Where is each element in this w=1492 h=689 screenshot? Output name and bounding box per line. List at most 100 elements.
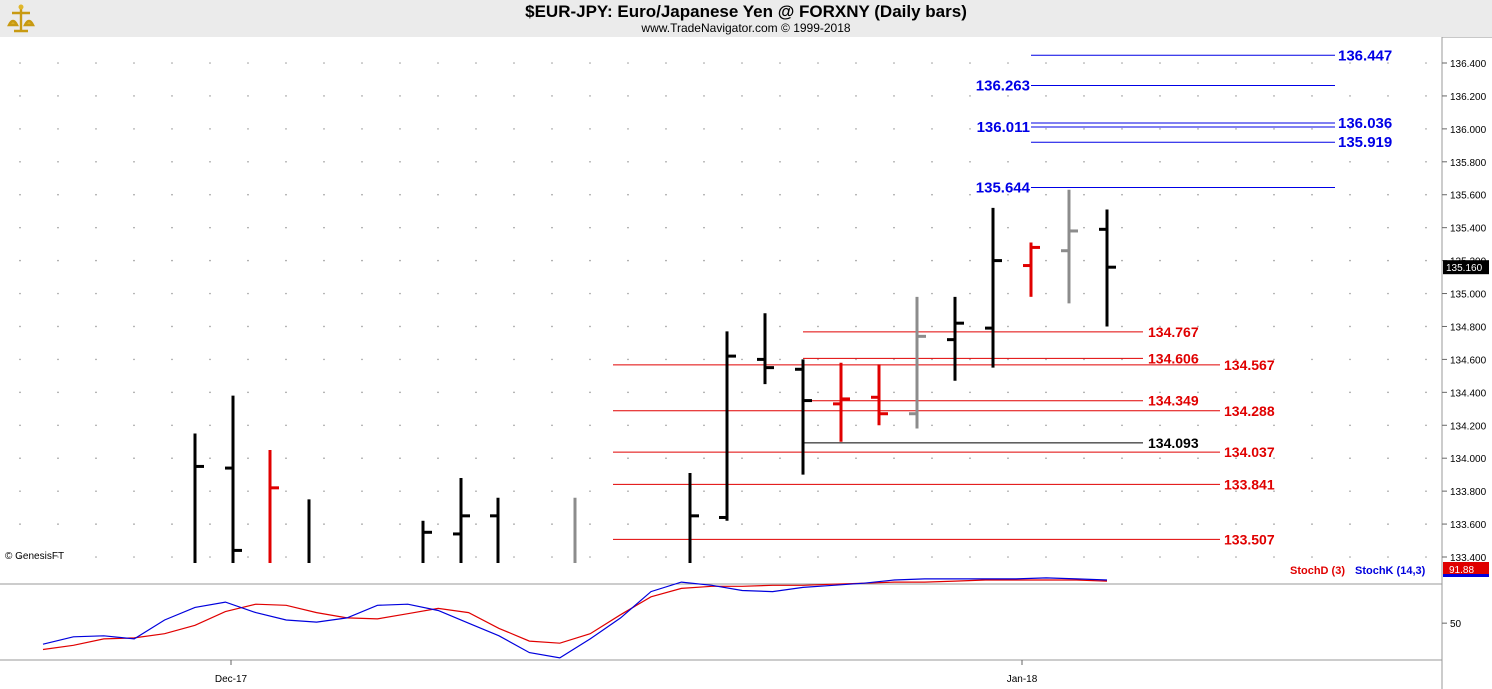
grid-dot bbox=[665, 556, 667, 558]
grid-dot bbox=[209, 259, 211, 262]
grid-dot bbox=[855, 358, 857, 361]
grid-dot bbox=[1311, 391, 1313, 394]
grid-dot bbox=[171, 358, 173, 361]
grid-dot bbox=[1311, 193, 1313, 196]
chart-subtitle: www.TradeNavigator.com © 1999-2018 bbox=[641, 21, 851, 35]
grid-dot bbox=[589, 226, 591, 229]
grid-dot bbox=[475, 424, 477, 427]
grid-dot bbox=[703, 523, 705, 525]
grid-dot bbox=[361, 490, 363, 492]
grid-dot bbox=[209, 161, 211, 163]
grid-dot bbox=[57, 95, 59, 97]
grid-dot bbox=[1007, 325, 1009, 328]
price-level-label: 136.036 bbox=[1338, 115, 1392, 132]
grid-dot bbox=[703, 95, 705, 97]
grid-dot bbox=[1045, 457, 1047, 460]
grid-dot bbox=[969, 424, 971, 427]
grid-dot bbox=[1159, 523, 1161, 525]
grid-dot bbox=[133, 556, 135, 558]
grid-dot bbox=[627, 161, 629, 163]
grid-dot bbox=[855, 325, 857, 328]
stoch-d-line bbox=[42, 579, 1108, 651]
grid-dot bbox=[1425, 556, 1427, 558]
grid-dot bbox=[1083, 490, 1085, 492]
grid-dot bbox=[893, 259, 895, 262]
grid-dot bbox=[665, 358, 667, 361]
last-price-box bbox=[1443, 260, 1489, 275]
grid-dot bbox=[931, 358, 933, 361]
grid-dot bbox=[1083, 193, 1085, 196]
grid-dot bbox=[1387, 490, 1389, 492]
grid-dot bbox=[1425, 523, 1427, 525]
grid-dot bbox=[817, 424, 819, 427]
grid-dot bbox=[209, 193, 211, 196]
grid-dot bbox=[399, 523, 401, 525]
grid-dot bbox=[1387, 128, 1389, 130]
grid-dot bbox=[1387, 95, 1389, 97]
grid-dot bbox=[399, 128, 401, 130]
grid-dot bbox=[855, 128, 857, 130]
grid-dot bbox=[627, 325, 629, 328]
grid-dot bbox=[1045, 259, 1047, 262]
grid-dot bbox=[779, 292, 781, 295]
grid-dot bbox=[1007, 128, 1009, 130]
grid-dot bbox=[703, 556, 705, 558]
grid-dot bbox=[209, 62, 211, 64]
grid-dot bbox=[1121, 424, 1123, 427]
grid-dot bbox=[627, 128, 629, 130]
grid-dot bbox=[95, 95, 97, 97]
grid-dot bbox=[1311, 259, 1313, 262]
grid-dot bbox=[779, 490, 781, 492]
grid-dot bbox=[323, 358, 325, 361]
grid-dot bbox=[665, 391, 667, 394]
grid-dot bbox=[1121, 490, 1123, 492]
grid-dot bbox=[741, 226, 743, 229]
grid-dot bbox=[57, 523, 59, 525]
grid-dot bbox=[589, 358, 591, 361]
grid-dot bbox=[627, 457, 629, 460]
grid-dot bbox=[513, 259, 515, 262]
grid-dot bbox=[361, 95, 363, 97]
grid-dot bbox=[285, 358, 287, 361]
grid-dot bbox=[57, 128, 59, 130]
grid-dot bbox=[665, 193, 667, 196]
grid-dot bbox=[513, 62, 515, 64]
grid-dot bbox=[1197, 161, 1199, 163]
grid-dot bbox=[57, 193, 59, 196]
grid-dot bbox=[171, 161, 173, 163]
grid-dot bbox=[741, 391, 743, 394]
grid-dot bbox=[551, 128, 553, 130]
grid-dot bbox=[1311, 556, 1313, 558]
grid-dot bbox=[1121, 95, 1123, 97]
grid-dot bbox=[209, 523, 211, 525]
grid-dot bbox=[1159, 226, 1161, 229]
grid-dot bbox=[1425, 457, 1427, 460]
grid-dot bbox=[703, 424, 705, 427]
price-level-label: 133.841 bbox=[1224, 476, 1275, 492]
grid-dot bbox=[95, 259, 97, 262]
price-level-label: 136.011 bbox=[977, 119, 1030, 136]
grid-dot bbox=[817, 523, 819, 525]
grid-dot bbox=[1349, 161, 1351, 163]
grid-dot bbox=[817, 490, 819, 492]
grid-dot bbox=[893, 62, 895, 64]
grid-dot bbox=[741, 424, 743, 427]
grid-dot bbox=[665, 490, 667, 492]
grid-dot bbox=[703, 226, 705, 229]
grid-dot bbox=[247, 226, 249, 229]
grid-dot bbox=[703, 490, 705, 492]
grid-dot bbox=[361, 424, 363, 427]
price-tick-label: 135.000 bbox=[1450, 290, 1487, 301]
grid-dot bbox=[209, 424, 211, 427]
grid-dot bbox=[247, 523, 249, 525]
grid-dot bbox=[665, 128, 667, 130]
grid-dot bbox=[1121, 193, 1123, 196]
grid-dot bbox=[855, 457, 857, 460]
price-tick-label: 135.600 bbox=[1450, 191, 1487, 202]
grid-dot bbox=[399, 161, 401, 163]
grid-dot bbox=[969, 556, 971, 558]
grid-dot bbox=[1425, 292, 1427, 295]
grid-dot bbox=[1007, 424, 1009, 427]
grid-dot bbox=[893, 193, 895, 196]
grid-dot bbox=[323, 523, 325, 525]
